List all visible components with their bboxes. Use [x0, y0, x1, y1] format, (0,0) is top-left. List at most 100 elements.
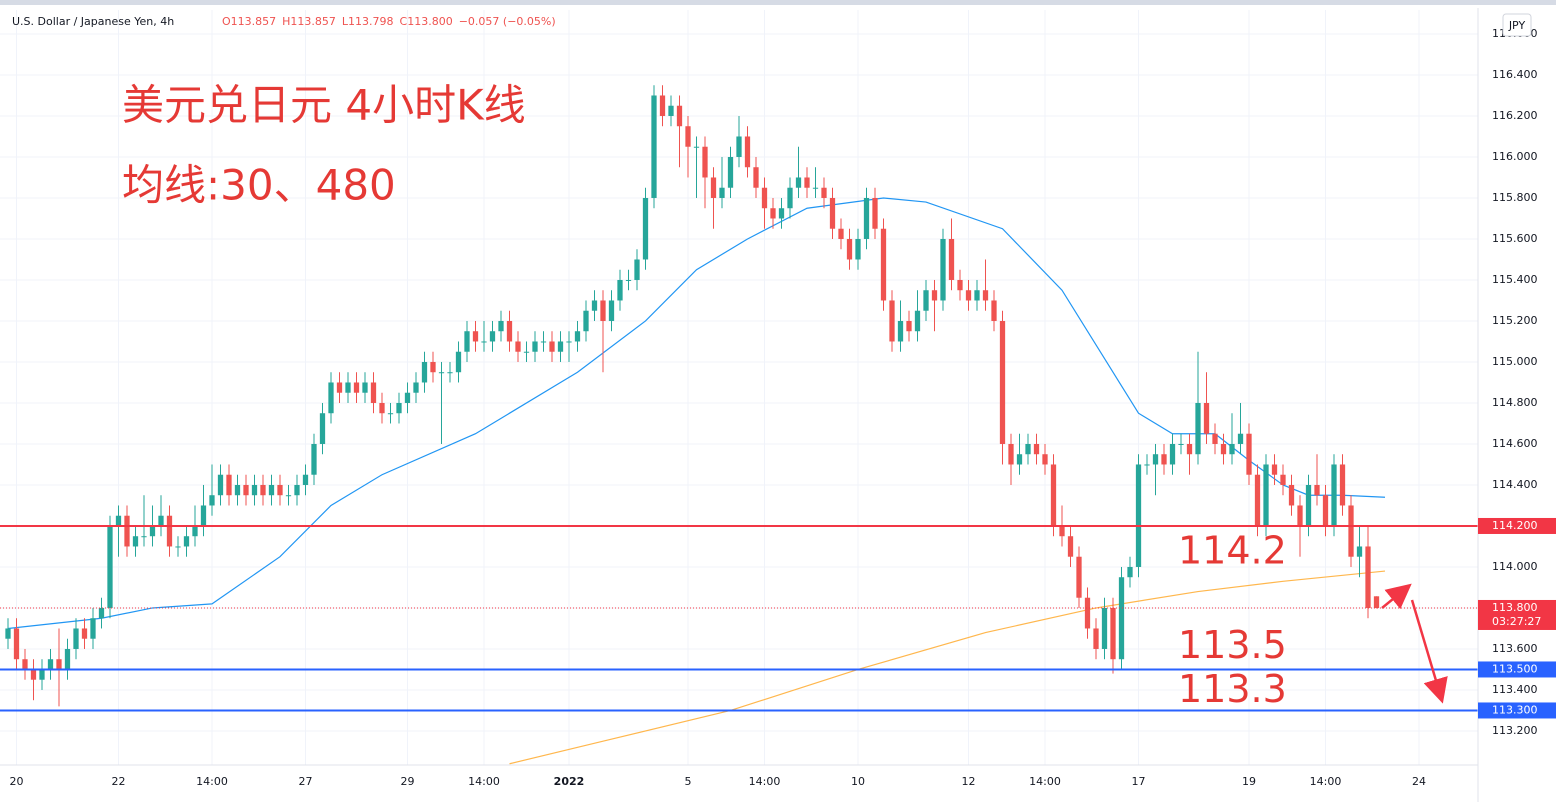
candle-body	[1076, 556, 1082, 598]
candle-body	[319, 413, 326, 444]
candle-body	[13, 628, 20, 660]
y-tick-label: 114.800	[1492, 396, 1538, 409]
candle-body	[642, 197, 649, 260]
ohlc-value: O113.857	[222, 15, 276, 28]
candle-body	[982, 290, 989, 301]
candle-body	[226, 474, 232, 496]
candle-body	[872, 197, 878, 229]
x-tick-label: 22	[111, 775, 125, 788]
candle-body	[132, 536, 139, 547]
candle-body	[1195, 402, 1201, 455]
candle-body	[1271, 464, 1278, 475]
candle-body	[1050, 464, 1057, 526]
candle-body	[1152, 454, 1159, 465]
candle-body	[651, 95, 657, 198]
candle-body	[974, 290, 980, 301]
candle-body	[404, 392, 411, 403]
candle-body	[1365, 546, 1371, 608]
candle-body	[1016, 454, 1023, 465]
candle-body	[923, 290, 929, 311]
candle-body	[234, 484, 241, 496]
candle-body	[387, 413, 394, 415]
y-tick-label: 113.200	[1492, 724, 1538, 737]
x-tick-label: 24	[1412, 775, 1426, 788]
currency-button[interactable]	[1502, 13, 1532, 37]
candle-body	[56, 659, 62, 670]
candle-body	[1246, 433, 1252, 475]
candle-body	[158, 515, 164, 526]
candle-body	[328, 382, 334, 414]
candle-body	[124, 515, 130, 547]
candle-body	[1186, 443, 1193, 455]
x-tick-label: 19	[1242, 775, 1256, 788]
level-note: 113.5	[1178, 623, 1287, 667]
level-label: 113.500	[1492, 662, 1538, 675]
candle-body	[209, 495, 215, 506]
candle-body	[1229, 443, 1235, 455]
ohlc-value: L113.798	[342, 15, 394, 28]
candle-body	[855, 238, 861, 260]
candle-body	[73, 628, 79, 649]
candle-body	[625, 279, 632, 281]
level-label: 113.300	[1492, 703, 1538, 716]
candle-body	[166, 515, 173, 547]
symbol: U.S. Dollar / Japanese Yen, 4h	[12, 15, 174, 28]
candle-body	[5, 628, 11, 639]
top-border	[0, 0, 1556, 5]
currency-label[interactable]: JPY	[1508, 19, 1526, 32]
candle-body	[991, 300, 997, 321]
candle-body	[362, 382, 368, 393]
level-note: 114.2	[1178, 528, 1287, 572]
y-tick-label: 115.000	[1492, 355, 1538, 368]
chart-subtitle: 均线:30、480	[122, 161, 396, 210]
last-price-label: 113.800	[1492, 601, 1538, 614]
candle-body	[1263, 464, 1269, 526]
candle-body	[727, 156, 734, 188]
candle-body	[1220, 443, 1227, 455]
candle-body	[753, 167, 759, 188]
candle-body	[693, 146, 700, 148]
x-tick-label: 27	[298, 775, 312, 788]
candle-body	[243, 484, 249, 496]
candle-body	[1067, 536, 1074, 557]
y-tick-label: 116.200	[1492, 109, 1538, 122]
candle-body	[251, 484, 258, 496]
candle-body	[1033, 443, 1040, 455]
candle-body	[999, 320, 1006, 444]
candle-body	[770, 208, 776, 219]
moving-average	[7, 197, 1386, 630]
x-tick-label: 29	[400, 775, 414, 788]
candle-body	[1169, 443, 1176, 465]
candle-body	[47, 659, 54, 670]
candle-body	[149, 525, 156, 537]
candle-body	[1314, 484, 1320, 496]
ohlc-value: C113.800	[400, 15, 453, 28]
candle-body	[1127, 566, 1133, 578]
x-tick-label: 2022	[554, 775, 585, 788]
candle-body	[260, 484, 266, 496]
candle-body	[761, 187, 768, 209]
x-tick-label: 14:00	[468, 775, 500, 788]
candle-body	[1203, 402, 1210, 434]
candle-body	[778, 208, 785, 219]
candle-body	[472, 331, 479, 342]
candle-body	[1297, 505, 1303, 526]
candle-body	[277, 484, 283, 496]
candle-body	[1101, 607, 1108, 649]
arrow-down	[1410, 599, 1448, 704]
y-tick-label: 115.800	[1492, 191, 1538, 204]
chart-title: 美元兑日元 4小时K线	[122, 81, 526, 130]
candle-body	[668, 105, 674, 116]
y-tick-label: 115.200	[1492, 314, 1538, 327]
candle-body	[481, 341, 487, 343]
y-tick-label: 113.600	[1492, 642, 1538, 655]
candle-body	[1118, 577, 1125, 660]
candle-body	[498, 320, 504, 332]
level-note: 113.3	[1178, 667, 1287, 711]
candle-body	[1144, 464, 1150, 466]
candle-body	[583, 310, 589, 332]
